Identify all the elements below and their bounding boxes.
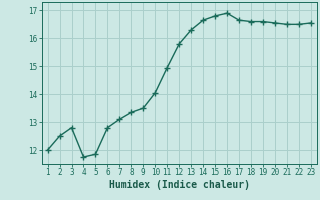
X-axis label: Humidex (Indice chaleur): Humidex (Indice chaleur) (109, 180, 250, 190)
